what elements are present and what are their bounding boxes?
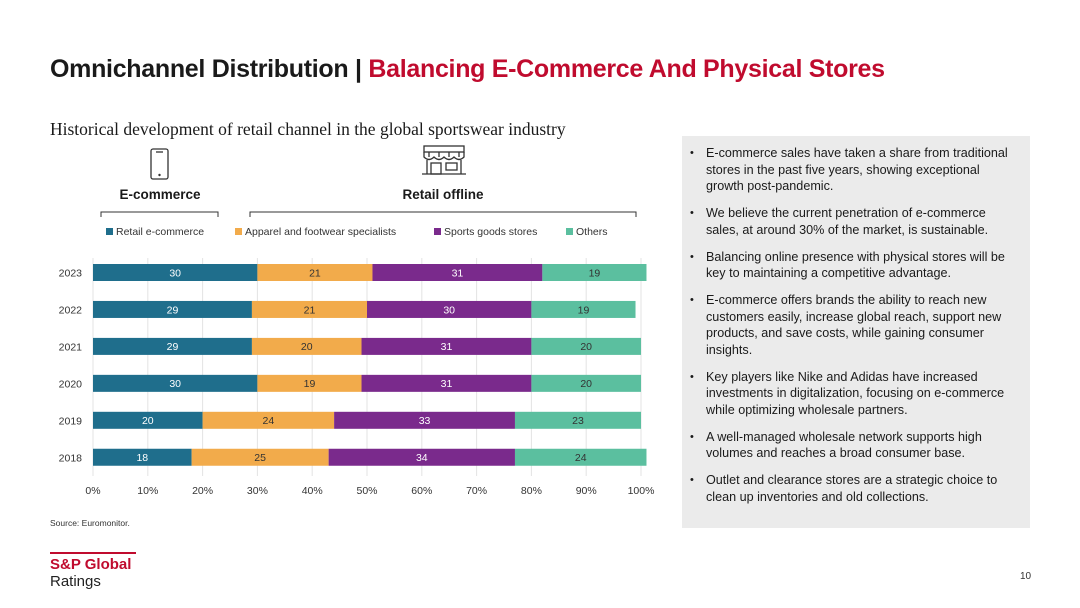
bar-segment [191, 448, 329, 466]
bar-segment [251, 300, 367, 318]
bar-value-label: 30 [169, 378, 181, 390]
bar-value-label: 20 [301, 341, 313, 353]
legend-label: Apparel and footwear specialists [245, 226, 396, 238]
chart-title: Historical development of retail channel… [50, 119, 566, 139]
bar-value-label: 31 [441, 378, 453, 390]
legend-label: Sports goods stores [444, 226, 537, 238]
x-tick-label: 100% [628, 485, 655, 497]
bar-segment [531, 374, 641, 392]
bar-value-label: 21 [309, 267, 321, 279]
bar-value-label: 25 [254, 452, 266, 464]
logo-line-1: S&P Global [50, 556, 132, 573]
bar-value-label: 29 [167, 341, 179, 353]
y-tick-label: 2021 [59, 341, 83, 353]
bar-segment [93, 374, 258, 392]
bar-segment [372, 264, 543, 281]
bar-value-label: 33 [419, 415, 431, 427]
bullet-item: E-commerce offers brands the ability to … [690, 292, 1020, 358]
bar-value-label: 21 [304, 304, 316, 316]
bar-segment [93, 264, 258, 281]
y-tick-label: 2018 [59, 452, 83, 464]
title-main: Omnichannel Distribution | [50, 55, 369, 83]
page-number: 10 [1020, 571, 1032, 582]
bar-segment [93, 300, 252, 318]
x-tick-label: 80% [521, 485, 542, 497]
bar-value-label: 18 [136, 452, 148, 464]
title-accent: Balancing E-Commerce And Physical Stores [368, 55, 885, 83]
x-tick-label: 30% [247, 485, 268, 497]
logo-line-2: Ratings [50, 573, 101, 590]
bar-segment [251, 337, 362, 355]
bar-value-label: 24 [575, 452, 587, 464]
x-tick-label: 10% [137, 485, 158, 497]
y-tick-label: 2023 [59, 268, 83, 280]
bar-segment [93, 337, 252, 355]
bullet-item: Key players like Nike and Adidas have in… [690, 369, 1020, 419]
bar-value-label: 29 [167, 304, 179, 316]
key-points-panel: E-commerce sales have taken a share from… [682, 136, 1030, 528]
y-tick-label: 2020 [59, 378, 83, 390]
bullet-item: Balancing online presence with physical … [690, 249, 1020, 282]
bar-segment [531, 300, 636, 318]
bar-segment [257, 374, 362, 392]
legend-label: Others [576, 226, 608, 238]
bar-value-label: 19 [304, 378, 316, 390]
bar-value-label: 24 [263, 415, 275, 427]
x-tick-label: 90% [576, 485, 597, 497]
bullet-item: We believe the current penetration of e-… [690, 205, 1020, 238]
bar-value-label: 31 [441, 341, 453, 353]
bar-value-label: 34 [416, 452, 428, 464]
bar-value-label: 19 [578, 304, 590, 316]
bar-value-label: 19 [589, 267, 601, 279]
phone-icon [150, 148, 169, 180]
x-tick-label: 60% [411, 485, 432, 497]
source-note: Source: Euromonitor. [50, 518, 130, 528]
bracket-retail-offline [249, 211, 637, 217]
x-tick-label: 20% [192, 485, 213, 497]
legend-swatch [235, 228, 242, 235]
bar-value-label: 30 [443, 304, 455, 316]
bar-segment [531, 337, 641, 355]
bar-segment [514, 411, 641, 429]
bar-segment [202, 411, 335, 429]
logo-rule [50, 552, 136, 554]
legend-swatch [434, 228, 441, 235]
bar-segment [93, 448, 192, 466]
bar-segment [334, 411, 515, 429]
bar-value-label: 20 [142, 415, 154, 427]
bullet-list: E-commerce sales have taken a share from… [682, 136, 1030, 505]
x-tick-label: 40% [302, 485, 323, 497]
bullet-item: E-commerce sales have taken a share from… [690, 145, 1020, 195]
bar-segment [328, 448, 515, 466]
storefront-icon [422, 145, 466, 175]
group-label-retail-offline: Retail offline [402, 187, 483, 202]
bar-segment [361, 374, 532, 392]
bar-segment [367, 300, 532, 318]
bar-segment [542, 264, 647, 281]
legend-label: Retail e-commerce [116, 226, 204, 238]
y-tick-label: 2019 [59, 415, 83, 427]
bar-value-label: 20 [580, 341, 592, 353]
bar-value-label: 31 [452, 267, 464, 279]
stacked-bar-chart: E-commerce Retail offline 30 21 31 19 29 21 30… [59, 145, 655, 497]
bullet-item: Outlet and clearance stores are a strate… [690, 472, 1020, 505]
bar-segment [361, 337, 532, 355]
bar-value-label: 23 [572, 415, 584, 427]
x-tick-label: 70% [466, 485, 487, 497]
page-title: Omnichannel Distribution | Balancing E-C… [50, 55, 885, 84]
sp-global-logo: S&P Global Ratings [50, 552, 136, 590]
bar-value-label: 30 [169, 267, 181, 279]
bracket-ecommerce [100, 211, 219, 217]
bar-segment [514, 448, 647, 466]
y-tick-label: 2022 [59, 304, 83, 316]
x-tick-label: 0% [85, 485, 100, 497]
bar-value-label: 20 [580, 378, 592, 390]
legend-swatch [106, 228, 113, 235]
bar-segment [257, 264, 373, 281]
group-label-ecommerce: E-commerce [119, 187, 201, 202]
bullet-item: A well-managed wholesale network support… [690, 429, 1020, 462]
x-tick-label: 50% [356, 485, 377, 497]
bar-segment [93, 411, 203, 429]
legend-swatch [566, 228, 573, 235]
